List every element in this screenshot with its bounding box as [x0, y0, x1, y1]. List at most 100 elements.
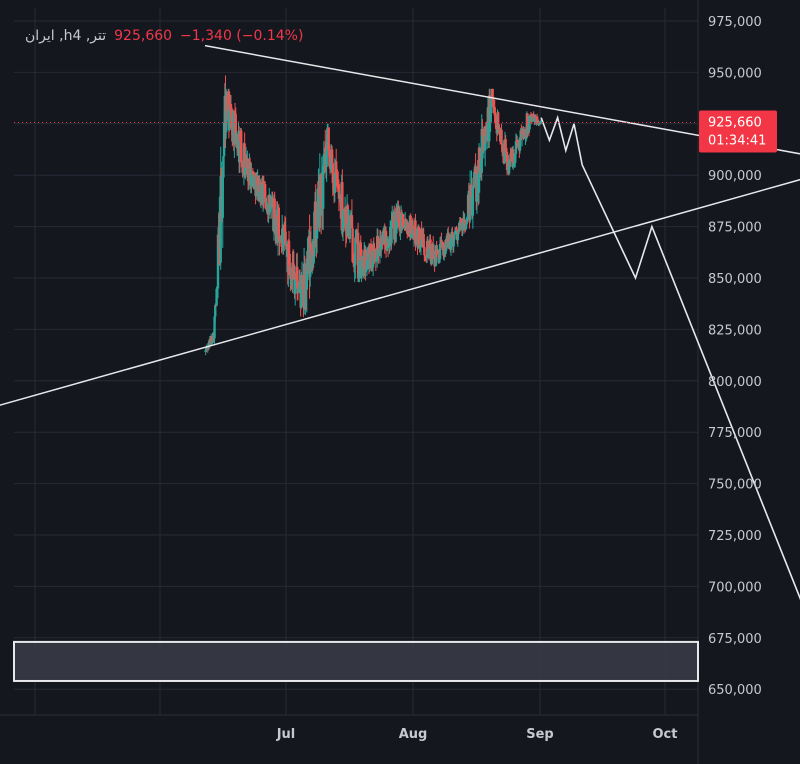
- candle-body: [312, 256, 315, 264]
- candle-body: [363, 251, 366, 276]
- candle: [351, 216, 354, 263]
- candle-body: [478, 147, 481, 172]
- candle-body: [509, 153, 513, 155]
- candle-body: [339, 195, 342, 199]
- candle-body: [378, 254, 381, 256]
- candle-body: [504, 139, 507, 152]
- candle: [341, 210, 345, 242]
- candle: [432, 235, 435, 260]
- candle-body: [230, 108, 233, 129]
- symbol-label[interactable]: ایران ,hتتر, 4: [25, 28, 107, 44]
- candle: [509, 148, 512, 167]
- candle: [489, 105, 492, 132]
- candle: [348, 209, 352, 243]
- candle: [478, 146, 481, 174]
- candle-body: [326, 128, 329, 149]
- candle-body: [265, 207, 269, 210]
- candle: [473, 163, 477, 185]
- candle-body: [360, 260, 363, 279]
- price-tick-label: 750,000: [708, 478, 762, 493]
- candle-body: [222, 156, 225, 178]
- candle: [507, 154, 510, 176]
- candle: [238, 137, 242, 173]
- candle: [468, 170, 472, 224]
- candle-body: [460, 218, 463, 224]
- candle-body: [414, 220, 417, 244]
- candle-body: [512, 153, 516, 165]
- candle-body: [453, 233, 456, 240]
- candle: [433, 250, 436, 272]
- candle-body: [288, 266, 291, 268]
- price-tick-label: 900,000: [708, 169, 762, 184]
- candle: [326, 123, 329, 168]
- candle-body: [417, 226, 421, 245]
- candle: [313, 211, 316, 262]
- candle: [349, 212, 352, 237]
- candle-body: [327, 127, 330, 151]
- candle: [453, 233, 456, 243]
- candle-body: [491, 88, 494, 99]
- candle-body: [455, 227, 458, 231]
- trendline-lower[interactable]: [0, 175, 800, 418]
- candle-body: [476, 173, 479, 175]
- candle-body: [324, 147, 327, 154]
- candle-body: [329, 157, 332, 169]
- candle-body: [509, 153, 512, 160]
- candle-body: [350, 215, 354, 229]
- candle-body: [447, 238, 451, 248]
- candle: [225, 91, 229, 111]
- price-change-label: −1,340 (−0.14%): [180, 28, 304, 44]
- candle-body: [210, 336, 214, 343]
- grid: [14, 8, 698, 715]
- candle: [514, 153, 517, 168]
- price-tick-label: 650,000: [708, 683, 762, 698]
- candle: [514, 133, 518, 159]
- candle: [250, 162, 253, 194]
- projection-path[interactable]: [540, 114, 800, 638]
- candle-body: [301, 276, 304, 289]
- candle: [429, 234, 432, 252]
- candle: [289, 253, 292, 292]
- candle-body: [253, 173, 257, 176]
- candle: [520, 128, 524, 147]
- candle-body: [422, 234, 425, 248]
- candle-body: [255, 175, 258, 196]
- time-tick-label: Aug: [399, 727, 428, 742]
- candle-body: [322, 153, 326, 166]
- candle: [363, 242, 366, 280]
- candle-body: [410, 233, 413, 238]
- candle-body: [264, 197, 268, 209]
- candle: [417, 225, 421, 247]
- candle-body: [537, 124, 541, 126]
- time-axis[interactable]: Jul Aug Sep Oct: [276, 727, 678, 742]
- candle-body: [498, 130, 501, 134]
- last-price-label: 925,660: [114, 28, 173, 44]
- candle-body: [247, 168, 250, 182]
- candle-body: [221, 177, 224, 218]
- candle-body: [344, 209, 347, 232]
- candle: [305, 251, 309, 313]
- candle-body: [528, 115, 531, 130]
- candle-body: [473, 180, 476, 187]
- candle: [300, 272, 303, 310]
- candle-body: [411, 225, 414, 235]
- candle: [253, 172, 256, 190]
- candle-body: [336, 182, 339, 184]
- candle-body: [514, 153, 517, 163]
- candle: [213, 311, 216, 344]
- target-zone[interactable]: [13, 640, 699, 682]
- candle-body: [300, 276, 303, 308]
- candle: [379, 230, 382, 257]
- candle: [522, 126, 525, 141]
- candle-body: [294, 280, 297, 294]
- candle-body: [434, 245, 438, 266]
- candle-body: [397, 209, 400, 220]
- candle-body: [441, 242, 444, 251]
- candle: [322, 156, 325, 230]
- candle-body: [285, 243, 289, 251]
- candle-body: [535, 116, 539, 120]
- candle-body: [516, 139, 519, 145]
- candle-body: [353, 264, 356, 268]
